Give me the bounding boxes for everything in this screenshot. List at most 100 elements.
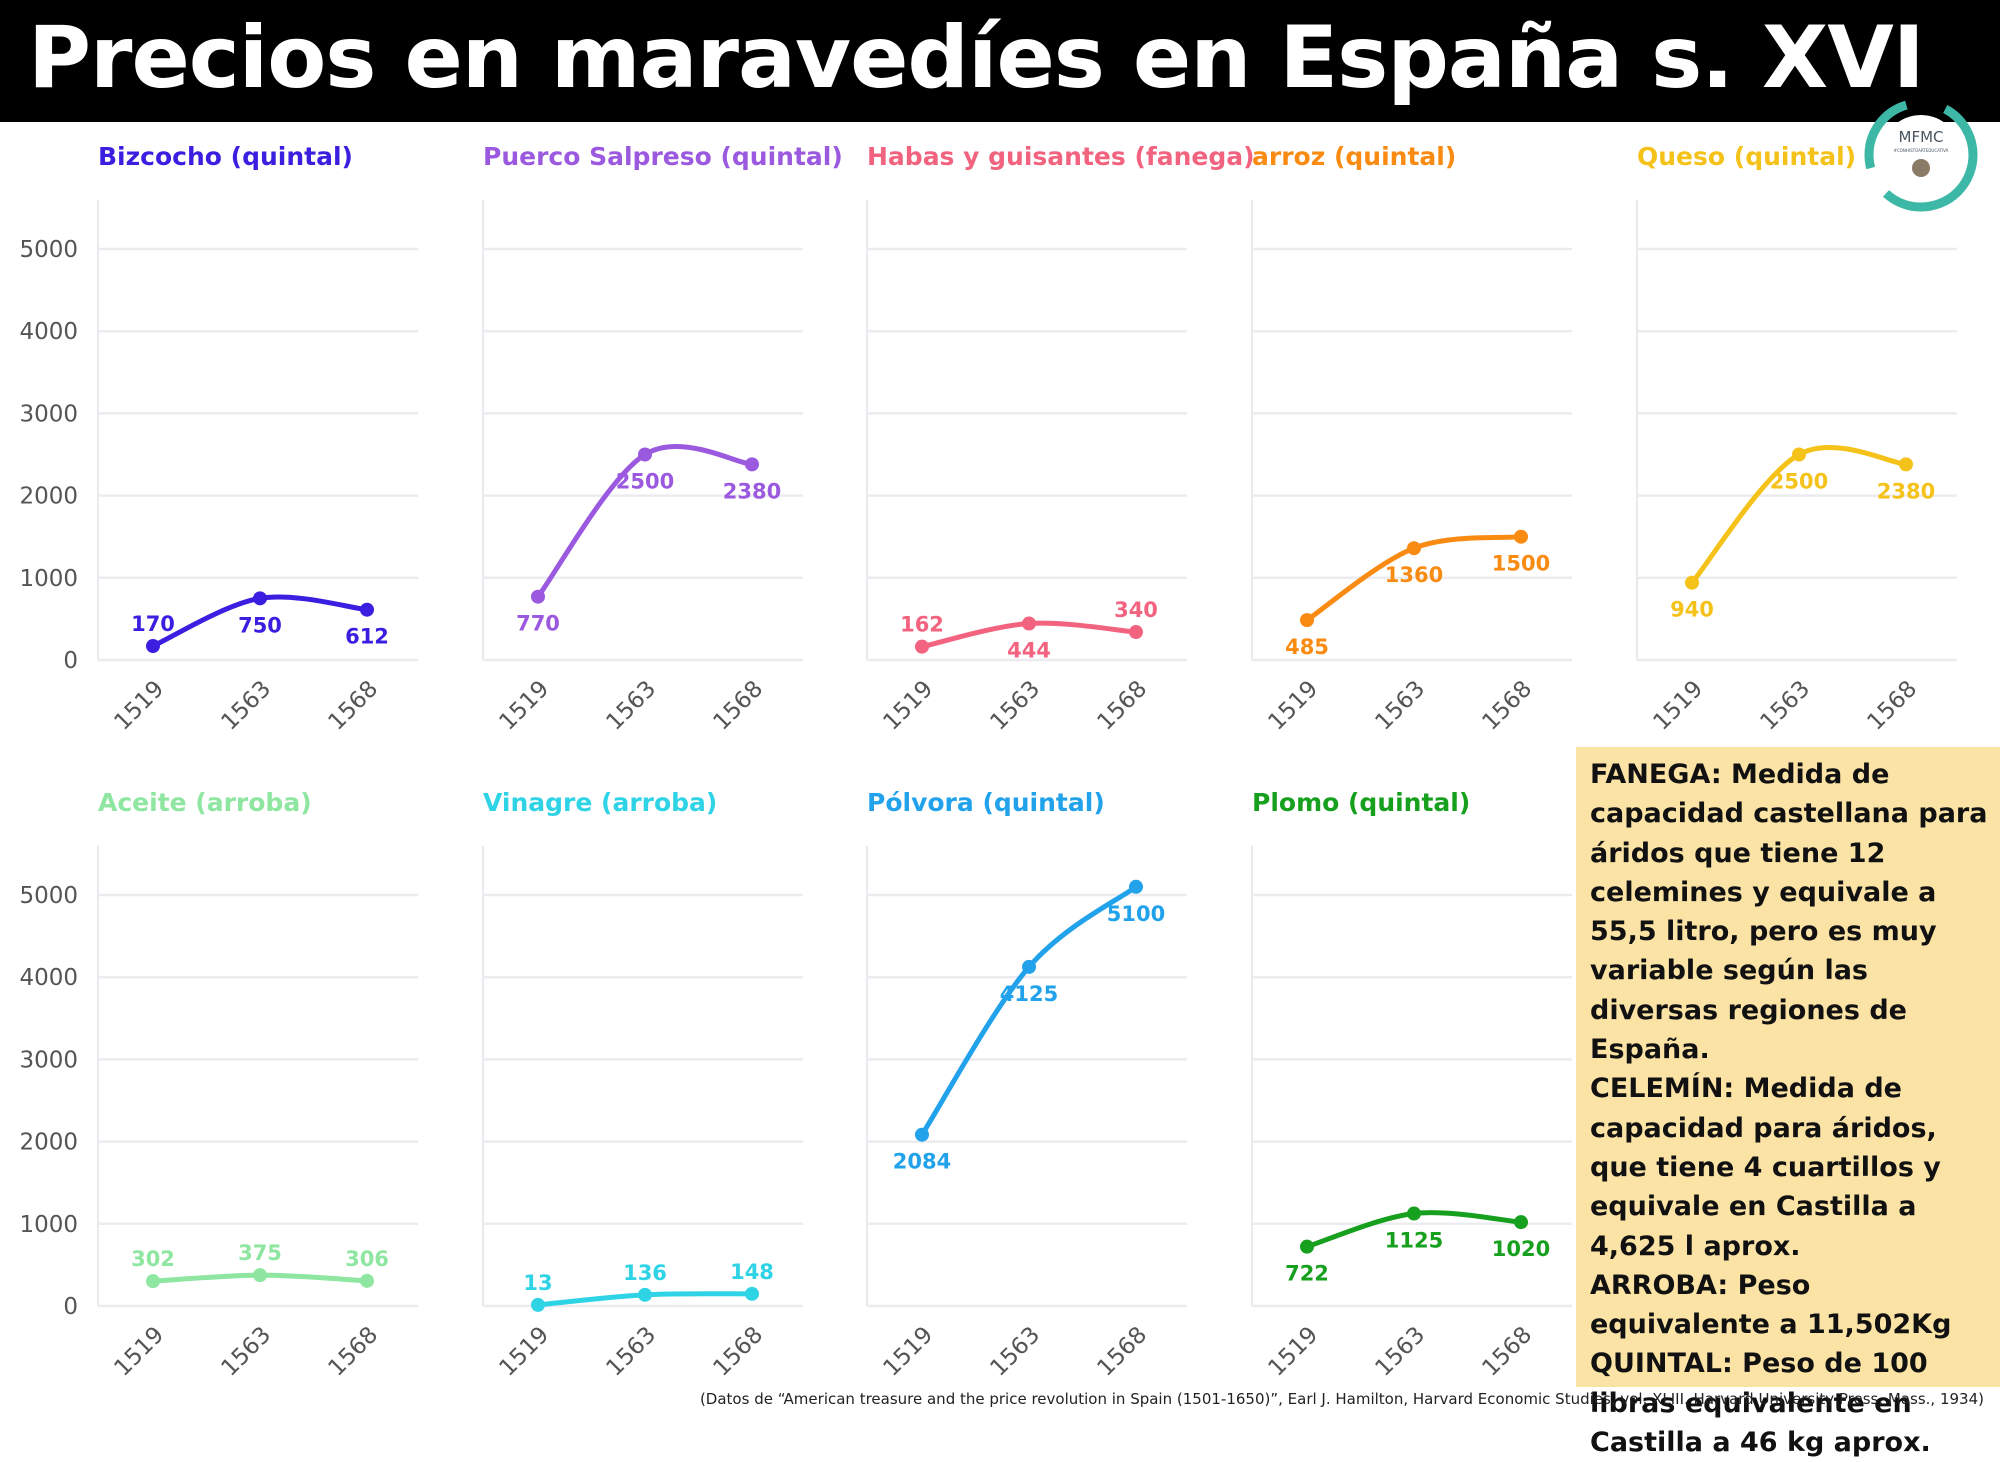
x-tick-label: 1519 <box>1263 676 1323 736</box>
glossary-text: Peso equivalente a 11,502Kg <box>1590 1269 1952 1341</box>
y-tick-label: 4000 <box>19 965 78 991</box>
x-tick-label: 1563 <box>601 1322 661 1382</box>
data-label: 13 <box>523 1271 552 1295</box>
data-label: 2084 <box>893 1150 951 1174</box>
data-label: 1020 <box>1492 1237 1550 1261</box>
x-tick-label: 1568 <box>708 676 768 736</box>
x-tick-label: 1563 <box>985 676 1045 736</box>
x-tick-label: 1519 <box>878 676 938 736</box>
series-line <box>1689 444 1909 586</box>
y-tick-label: 1000 <box>19 1212 78 1238</box>
glossary-term: CELEMÍN: <box>1590 1073 1735 1105</box>
x-tick-label: 1563 <box>1370 1322 1430 1382</box>
chart-panel: Pólvora (quintal) 2084 1519 4125 1563 5100 156… <box>866 788 1187 1382</box>
y-tick-label: 0 <box>63 1294 78 1320</box>
data-point <box>1022 616 1036 631</box>
x-tick-label: 1519 <box>1648 676 1708 736</box>
glossary-term: QUINTAL: <box>1590 1348 1733 1380</box>
data-label: 306 <box>345 1247 389 1271</box>
data-point <box>1022 959 1036 974</box>
logo-disc <box>1881 115 1961 195</box>
data-label: 750 <box>238 613 282 637</box>
x-tick-label: 1568 <box>1092 676 1152 736</box>
data-point <box>745 457 759 472</box>
data-label: 148 <box>730 1260 774 1284</box>
chart-panel: Plomo (quintal) 722 1519 1125 1563 1020 1568 <box>1251 788 1572 1382</box>
y-tick-label: 0 <box>63 648 78 674</box>
glossary-text: Medida de capacidad para áridos, que tie… <box>1590 1073 1941 1262</box>
chart-title: Vinagre (arroba) <box>483 788 717 817</box>
x-tick-label: 1563 <box>1370 676 1430 736</box>
data-label: 162 <box>900 613 944 637</box>
data-label: 5100 <box>1107 902 1165 926</box>
x-tick-label: 1568 <box>323 676 383 736</box>
data-point <box>638 1287 652 1302</box>
charts-grid: Bizcocho (quintal) 0 1000 2000 3000 4000 5000 1… <box>19 142 1957 1382</box>
data-label: 136 <box>623 1261 667 1285</box>
data-label: 170 <box>131 612 175 636</box>
chart-panel: Habas y guisantes (fanega) 162 1519 444 1563… <box>866 142 1255 736</box>
glossary-arroba: ARROBA: Peso equivalente a 11,502Kg <box>1590 1266 1992 1345</box>
wreath-icon <box>1864 98 1978 212</box>
data-point <box>146 1274 160 1289</box>
data-label: 770 <box>516 612 560 636</box>
page-title: Precios en maravedíes en España s. XVI <box>28 8 1925 108</box>
data-point <box>1407 1206 1421 1221</box>
x-tick-label: 1563 <box>601 676 661 736</box>
data-label: 1125 <box>1385 1229 1443 1253</box>
y-tick-label: 2000 <box>19 1130 78 1156</box>
data-point <box>1514 1215 1528 1230</box>
y-tick-label: 5000 <box>19 237 78 263</box>
chart-panel: Vinagre (arroba) 13 1519 136 1563 148 1568 <box>482 788 803 1382</box>
data-label: 4125 <box>1000 982 1058 1006</box>
data-label: 1360 <box>1385 563 1443 587</box>
data-point <box>915 1127 929 1142</box>
logo-subtext: #CONHISTOARTEDUCATIVA <box>1894 148 1949 153</box>
source-citation: (Datos de “American treasure and the pri… <box>699 1390 1984 1408</box>
chart-title: Pólvora (quintal) <box>867 788 1105 817</box>
x-tick-label: 1563 <box>216 1322 276 1382</box>
data-label: 2380 <box>1877 479 1935 503</box>
chart-title: Queso (quintal) <box>1637 142 1856 171</box>
chart-panel: Puerco Salpreso (quintal) 770 1519 2500 1563… <box>482 142 843 736</box>
data-label: 340 <box>1114 598 1158 622</box>
x-tick-label: 1568 <box>1477 1322 1537 1382</box>
x-tick-label: 1568 <box>323 1322 383 1382</box>
data-point <box>1300 1239 1314 1254</box>
avatar-icon <box>1912 159 1930 177</box>
glossary-celemin: CELEMÍN: Medida de capacidad para áridos… <box>1590 1069 1992 1265</box>
data-point <box>360 1273 374 1288</box>
data-point <box>531 589 545 604</box>
data-point <box>915 639 929 654</box>
glossary-term: FANEGA: <box>1590 759 1722 790</box>
x-tick-label: 1519 <box>494 676 554 736</box>
x-tick-label: 1563 <box>985 1322 1045 1382</box>
chart-panel: Aceite (arroba) 0 1000 2000 3000 4000 5000 302 1… <box>19 788 418 1382</box>
chart-title: Puerco Salpreso (quintal) <box>483 142 843 171</box>
data-point <box>1407 541 1421 556</box>
x-tick-label: 1568 <box>1477 676 1537 736</box>
x-tick-label: 1519 <box>1263 1322 1323 1382</box>
logo-text: MFMC <box>1899 128 1944 146</box>
x-tick-label: 1563 <box>216 676 276 736</box>
data-label: 485 <box>1285 635 1329 659</box>
data-point <box>1300 613 1314 628</box>
x-tick-label: 1568 <box>708 1322 768 1382</box>
logo: MFMC #CONHISTOARTEDUCATIVA <box>1864 98 1978 212</box>
data-point <box>253 1268 267 1283</box>
glossary-text: Medida de capacidad castellana para árid… <box>1590 759 1988 1066</box>
glossary-box: FANEGA: Medida de capacidad castellana p… <box>1576 747 2000 1458</box>
chart-title: Plomo (quintal) <box>1252 788 1470 817</box>
chart-title: Bizcocho (quintal) <box>98 142 353 171</box>
data-point <box>1899 457 1913 472</box>
y-tick-label: 5000 <box>19 883 78 909</box>
data-label: 2380 <box>723 479 781 503</box>
y-tick-label: 1000 <box>19 566 78 592</box>
data-point <box>1685 575 1699 590</box>
x-tick-label: 1519 <box>494 1322 554 1382</box>
data-point <box>146 639 160 654</box>
y-tick-label: 4000 <box>19 319 78 345</box>
data-label: 1500 <box>1492 552 1550 576</box>
data-point <box>1792 447 1806 462</box>
data-label: 302 <box>131 1247 175 1271</box>
